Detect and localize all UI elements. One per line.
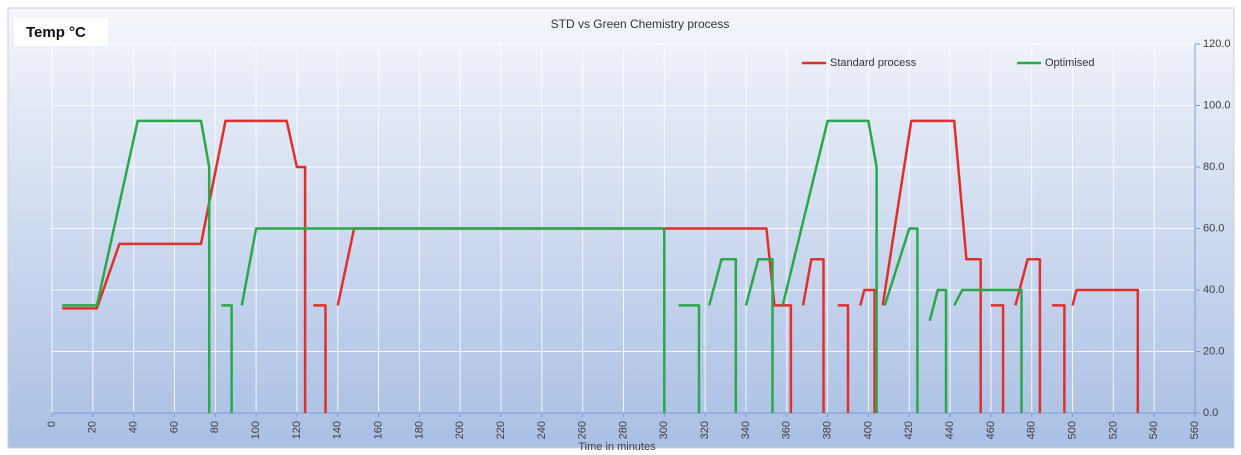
chart-title: STD vs Green Chemistry process <box>551 17 730 31</box>
x-tick-label: 400 <box>862 421 874 439</box>
x-axis-label: Time in minutes <box>578 441 656 453</box>
x-tick-label: 440 <box>944 421 956 439</box>
annotation: Temp °C <box>26 24 86 41</box>
annotation-box <box>14 18 108 46</box>
x-tick-label: 320 <box>699 421 711 439</box>
x-tick-label: 40 <box>128 421 140 433</box>
data-line <box>62 119 1140 413</box>
x-tick-label: 240 <box>536 421 548 439</box>
legend-label: Optimised <box>1045 57 1095 69</box>
x-tick-label: 460 <box>985 421 997 439</box>
y-tick-label: 20.0 <box>1203 345 1224 357</box>
x-tick-label: 280 <box>617 421 629 439</box>
x-tick-label: 480 <box>1026 421 1038 439</box>
data-line <box>62 119 1023 413</box>
y-tick-label: 100.0 <box>1203 99 1231 111</box>
x-tick-label: 560 <box>1189 421 1201 439</box>
x-tick-label: 140 <box>332 421 344 439</box>
x-tick-label: 520 <box>1107 421 1119 439</box>
y-tick-label: 80.0 <box>1203 161 1224 173</box>
x-tick-label: 300 <box>658 421 670 439</box>
x-tick-label: 160 <box>372 421 384 439</box>
y-tick-label: 0.0 <box>1203 407 1218 419</box>
legend-label: Standard process <box>830 57 917 69</box>
x-tick-label: 260 <box>577 421 589 439</box>
y-tick-label: 120.0 <box>1203 38 1231 50</box>
y-tick-label: 40.0 <box>1203 284 1224 296</box>
x-tick-label: 100 <box>250 421 262 439</box>
x-tick-label: 60 <box>168 421 180 433</box>
x-tick-label: 380 <box>822 421 834 439</box>
x-tick-label: 120 <box>291 421 303 439</box>
x-tick-label: 540 <box>1148 421 1160 439</box>
x-tick-label: 500 <box>1066 421 1078 439</box>
x-tick-label: 0 <box>46 421 58 427</box>
x-tick-label: 220 <box>495 421 507 439</box>
x-tick-label: 180 <box>413 421 425 439</box>
x-tick-label: 200 <box>454 421 466 439</box>
y-tick-label: 60.0 <box>1203 222 1224 234</box>
x-tick-label: 360 <box>781 421 793 439</box>
x-tick-label: 20 <box>87 421 99 433</box>
x-tick-label: 420 <box>903 421 915 439</box>
x-tick-label: 80 <box>209 421 221 433</box>
x-tick-label: 340 <box>740 421 752 439</box>
